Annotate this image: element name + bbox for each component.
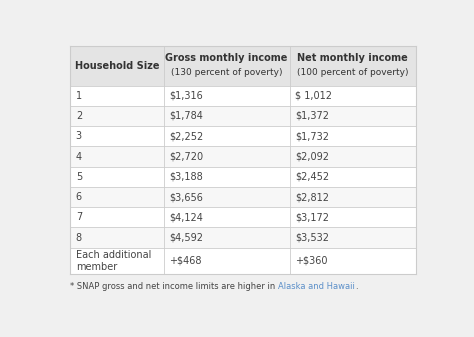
Bar (70, 126, 416, 146)
Text: $1,316: $1,316 (169, 91, 203, 101)
Text: (100 percent of poverty): (100 percent of poverty) (297, 68, 408, 76)
Text: Each additional
member: Each additional member (76, 250, 151, 272)
Text: 3: 3 (76, 131, 82, 141)
Bar (70, 106, 416, 126)
Text: $3,172: $3,172 (295, 212, 329, 222)
Text: 6: 6 (76, 192, 82, 202)
Bar (70, 207, 416, 227)
Bar (70, 248, 416, 274)
Text: 5: 5 (76, 172, 82, 182)
Text: $2,092: $2,092 (295, 152, 329, 161)
Text: 8: 8 (76, 233, 82, 243)
Text: * SNAP gross and net income limits are higher in: * SNAP gross and net income limits are h… (70, 282, 278, 292)
Text: $1,732: $1,732 (295, 131, 329, 141)
Bar (70, 45, 416, 86)
Text: Net monthly income: Net monthly income (297, 53, 408, 63)
Text: +$360: +$360 (295, 256, 328, 266)
Bar (70, 45, 416, 274)
Text: $2,252: $2,252 (169, 131, 203, 141)
Text: Alaska and Hawaii: Alaska and Hawaii (278, 282, 355, 292)
Text: Household Size: Household Size (74, 61, 159, 71)
Text: $3,656: $3,656 (169, 192, 203, 202)
Text: $3,532: $3,532 (295, 233, 329, 243)
Text: $4,124: $4,124 (169, 212, 203, 222)
Bar (70, 86, 416, 106)
Text: .: . (355, 282, 358, 292)
Text: 2: 2 (76, 111, 82, 121)
Bar (70, 187, 416, 207)
Bar (70, 227, 416, 248)
Text: $ 1,012: $ 1,012 (295, 91, 332, 101)
Text: $2,452: $2,452 (295, 172, 329, 182)
Text: $2,720: $2,720 (169, 152, 203, 161)
Text: $2,812: $2,812 (295, 192, 329, 202)
Text: $1,784: $1,784 (169, 111, 203, 121)
Text: +$468: +$468 (169, 256, 201, 266)
Text: 4: 4 (76, 152, 82, 161)
Text: $3,188: $3,188 (169, 172, 203, 182)
Bar (70, 146, 416, 167)
Text: $4,592: $4,592 (169, 233, 203, 243)
Text: 7: 7 (76, 212, 82, 222)
Bar (70, 167, 416, 187)
Text: (130 percent of poverty): (130 percent of poverty) (171, 68, 283, 76)
Text: Gross monthly income: Gross monthly income (165, 53, 288, 63)
Text: $1,372: $1,372 (295, 111, 329, 121)
Text: 1: 1 (76, 91, 82, 101)
